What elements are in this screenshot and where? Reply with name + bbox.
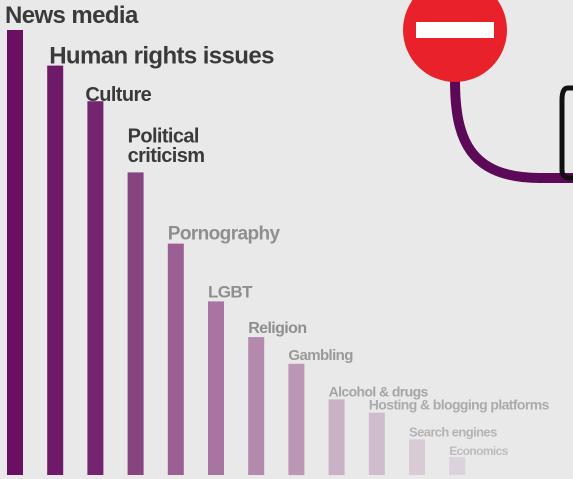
bar-economics bbox=[449, 457, 466, 475]
bar-political-criticism bbox=[127, 172, 144, 475]
no-entry-sign-icon bbox=[403, 0, 573, 183]
bar-label-hosting-and-blogging-platforms: Hosting & blogging platforms bbox=[369, 397, 550, 413]
bars-layer bbox=[7, 30, 466, 476]
bar-label-religion: Religion bbox=[248, 320, 306, 337]
bar-label-news-media: News media bbox=[5, 2, 139, 29]
plug-outline bbox=[559, 85, 573, 181]
bar-search-engines bbox=[409, 439, 425, 475]
bar-religion bbox=[248, 337, 265, 475]
sign-circle bbox=[403, 0, 507, 82]
bar-hosting-and-blogging-platforms bbox=[368, 412, 385, 475]
bar-gambling bbox=[288, 363, 305, 476]
bar-label-lgbt: LGBT bbox=[208, 282, 253, 301]
labels-layer: News media Human rights issues Culture Poli… bbox=[5, 2, 550, 458]
bar-alcohol-and-drugs bbox=[328, 399, 345, 476]
bar-label-alcohol-and-drugs: Alcohol & drugs bbox=[329, 383, 429, 399]
cable bbox=[450, 75, 573, 183]
bar-label-political-criticism: Political criticism bbox=[128, 125, 205, 167]
sign-bar bbox=[416, 22, 494, 38]
bar-label-culture: Culture bbox=[85, 84, 151, 106]
bar-culture bbox=[87, 101, 104, 475]
bar-pornography bbox=[167, 243, 184, 475]
bar-news-media bbox=[7, 30, 23, 475]
bar-label-economics: Economics bbox=[449, 444, 509, 458]
bar-lgbt bbox=[208, 301, 224, 475]
bar-label-gambling: Gambling bbox=[288, 347, 353, 364]
bar-human-rights-issues bbox=[47, 65, 64, 475]
bar-label-search-engines: Search engines bbox=[409, 424, 497, 439]
bar-label-pornography: Pornography bbox=[168, 224, 281, 245]
bar-label-human-rights-issues: Human rights issues bbox=[49, 43, 274, 70]
